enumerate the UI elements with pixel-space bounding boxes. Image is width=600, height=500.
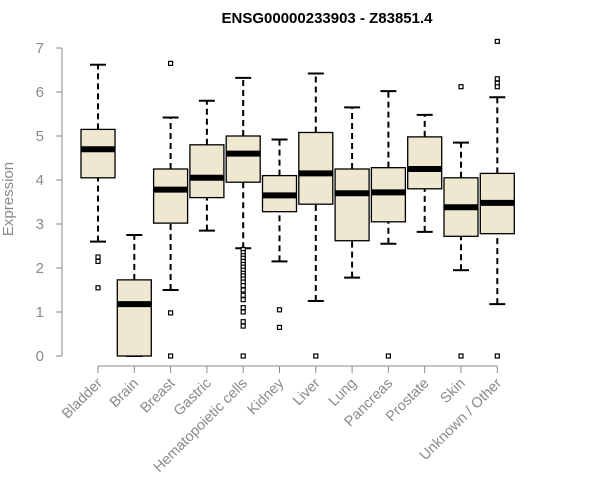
outlier-point <box>168 310 174 316</box>
box-group <box>80 63 116 291</box>
outlier-point <box>458 353 464 359</box>
box-iqr <box>80 128 116 179</box>
outlier-point <box>240 283 246 289</box>
outlier-point <box>240 287 246 293</box>
x-category-label: Bladder <box>59 375 106 422</box>
outlier-point <box>240 292 246 298</box>
box-iqr <box>225 135 261 183</box>
y-tick-label: 5 <box>36 128 44 145</box>
outlier-point <box>95 254 101 260</box>
x-category-label: Skin <box>438 376 469 407</box>
box-group <box>189 99 225 232</box>
outlier-point <box>240 319 246 325</box>
outlier-point <box>458 84 464 90</box>
y-tick-label: 1 <box>36 304 44 321</box>
box-iqr <box>407 136 443 190</box>
outlier-point <box>168 353 174 359</box>
box-group <box>407 113 443 233</box>
box-iqr <box>298 131 334 205</box>
box-group <box>152 60 189 359</box>
box-iqr <box>116 279 152 357</box>
outlier-point <box>240 323 246 329</box>
chart-title: ENSG00000233903 - Z83851.4 <box>222 10 434 27</box>
y-tick-label: 4 <box>36 172 44 189</box>
x-category-label: Liver <box>290 375 324 409</box>
box-group <box>479 38 515 359</box>
outlier-point <box>240 309 246 315</box>
box-group <box>443 84 479 359</box>
box-group <box>116 234 152 357</box>
outlier-point <box>385 353 391 359</box>
outlier-point <box>494 84 500 90</box>
box-group <box>225 76 261 359</box>
outlier-point <box>240 353 246 359</box>
outlier-point <box>276 307 283 313</box>
outlier-point <box>276 324 283 330</box>
outlier-point <box>494 38 500 45</box>
box-iqr <box>334 168 370 242</box>
y-axis-label: Expression <box>0 162 17 236</box>
box-group <box>261 138 298 330</box>
outlier-point <box>494 353 500 359</box>
outlier-point <box>313 353 319 359</box>
y-tick-label: 3 <box>36 216 44 233</box>
y-tick-label: 2 <box>36 260 44 277</box>
box-iqr <box>152 168 189 224</box>
y-tick-label: 6 <box>36 84 44 101</box>
boxes-group <box>80 38 515 359</box>
outlier-point <box>95 258 101 264</box>
box-group <box>298 72 334 359</box>
box-group <box>334 106 370 279</box>
outlier-point <box>494 76 500 82</box>
box-group <box>370 90 407 359</box>
box-iqr <box>189 144 225 199</box>
outlier-point <box>240 305 246 311</box>
outlier-point <box>168 60 174 67</box>
x-category-label: Kidney <box>245 375 288 418</box>
y-tick-label: 0 <box>36 348 44 365</box>
outlier-point <box>240 297 246 303</box>
y-tick-label: 7 <box>36 40 44 57</box>
outlier-point <box>95 285 101 291</box>
y-axis: 0 1 2 3 4 5 6 7 <box>36 40 63 365</box>
